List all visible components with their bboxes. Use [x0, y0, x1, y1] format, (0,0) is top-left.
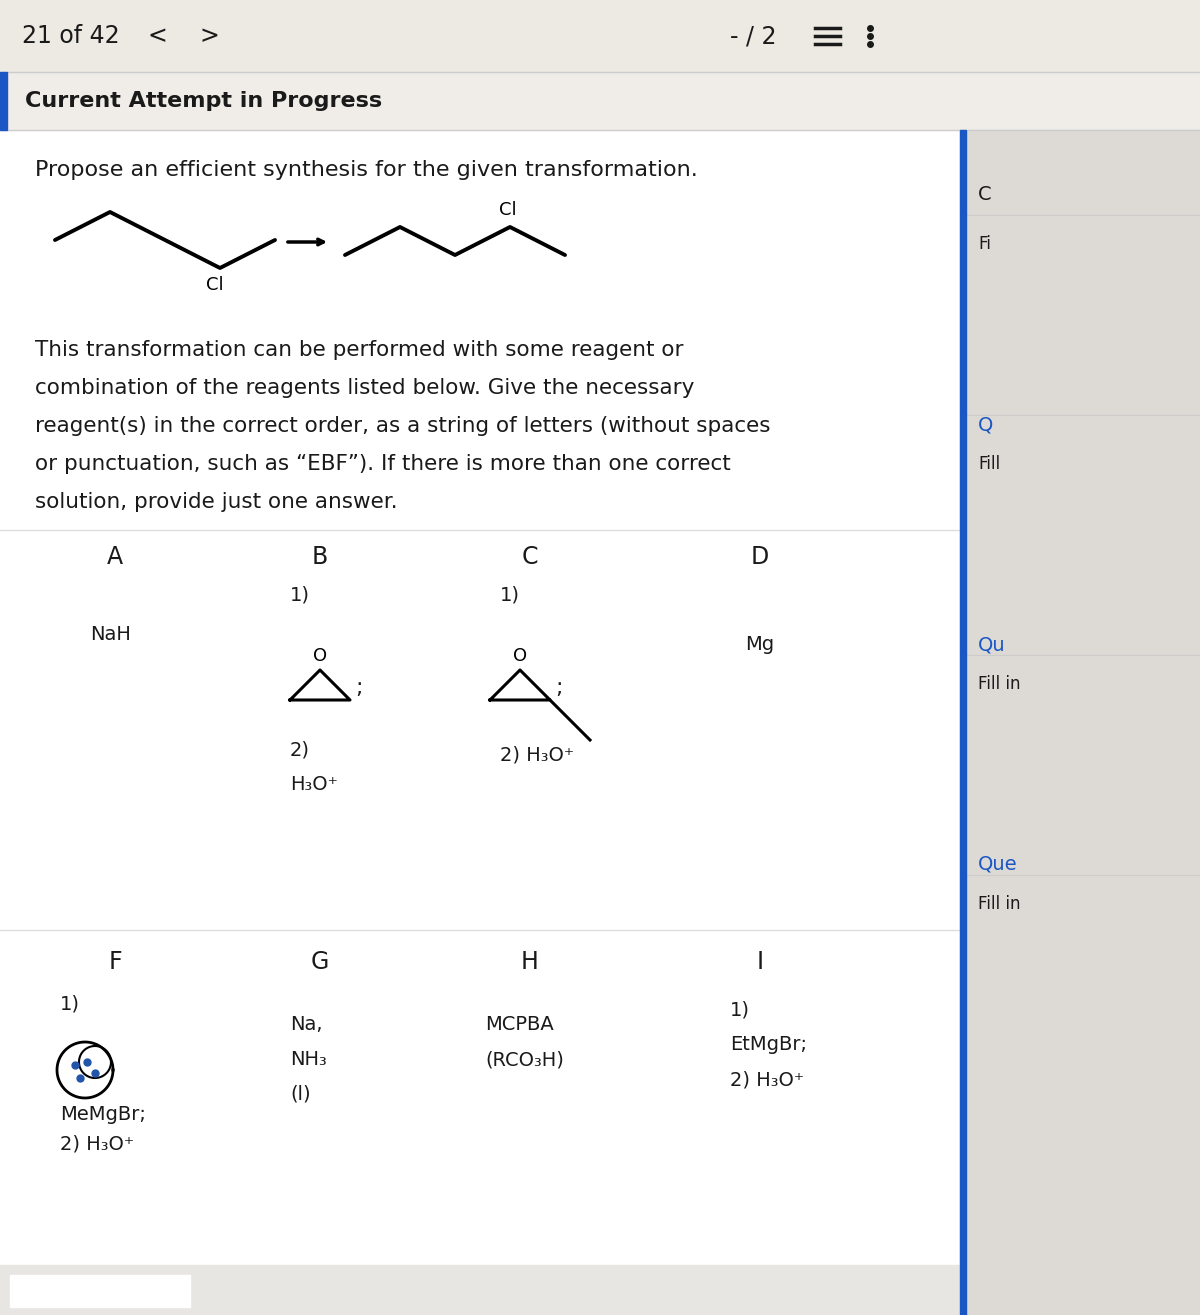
Text: H₃O⁺: H₃O⁺ [290, 775, 338, 794]
Text: ;: ; [355, 679, 362, 698]
Text: Propose an efficient synthesis for the given transformation.: Propose an efficient synthesis for the g… [35, 160, 697, 180]
Text: 2) H₃O⁺: 2) H₃O⁺ [730, 1070, 804, 1089]
Text: 1): 1) [730, 999, 750, 1019]
Text: Fill: Fill [978, 455, 1000, 473]
Text: NaH: NaH [90, 625, 131, 644]
Bar [0, 72, 7, 130]
Text: 1): 1) [500, 585, 520, 604]
Text: This transformation can be performed with some reagent or: This transformation can be performed wit… [35, 341, 684, 360]
Text: - / 2: - / 2 [730, 24, 776, 49]
Text: 2) H₃O⁺: 2) H₃O⁺ [500, 746, 574, 764]
Text: D: D [751, 544, 769, 569]
Bar [0, 130, 960, 1315]
Text: <: < [148, 24, 168, 49]
Text: (l): (l) [290, 1085, 311, 1105]
Text: 1): 1) [290, 585, 310, 604]
Text: Cl: Cl [206, 276, 224, 295]
Text: or punctuation, such as “EBF”). If there is more than one correct: or punctuation, such as “EBF”). If there… [35, 454, 731, 473]
Text: (RCO₃H): (RCO₃H) [485, 1049, 564, 1069]
Text: 1): 1) [60, 995, 80, 1014]
Text: >: > [200, 24, 220, 49]
Text: 2): 2) [290, 740, 310, 759]
Text: F: F [108, 949, 122, 974]
Text: MCPBA: MCPBA [485, 1015, 553, 1034]
Text: MeMgBr;: MeMgBr; [60, 1105, 146, 1124]
Text: solution, provide just one answer.: solution, provide just one answer. [35, 492, 397, 512]
Bar [960, 130, 966, 1315]
Text: EtMgBr;: EtMgBr; [730, 1035, 808, 1055]
Bar [960, 130, 1200, 1315]
Text: 21 of 42: 21 of 42 [22, 24, 120, 49]
Text: O: O [313, 647, 328, 665]
Text: ;: ; [554, 679, 563, 698]
Bar [0, 1265, 960, 1315]
Text: Que: Que [978, 855, 1018, 874]
Text: Mg: Mg [745, 635, 774, 654]
Text: Q: Q [978, 416, 994, 434]
Text: NH₃: NH₃ [290, 1049, 326, 1069]
Text: C: C [522, 544, 539, 569]
Text: Cl: Cl [499, 201, 517, 220]
Text: 2) H₃O⁺: 2) H₃O⁺ [60, 1135, 134, 1155]
Text: Current Attempt in Progress: Current Attempt in Progress [25, 91, 382, 110]
Text: Fi: Fi [978, 235, 991, 252]
Text: O: O [512, 647, 527, 665]
Text: Qu: Qu [978, 635, 1006, 654]
Text: combination of the reagents listed below. Give the necessary: combination of the reagents listed below… [35, 377, 695, 398]
Text: C: C [978, 185, 991, 204]
Text: B: B [312, 544, 328, 569]
Bar [0, 0, 1200, 72]
Text: Fill in: Fill in [978, 675, 1020, 693]
Text: G: G [311, 949, 329, 974]
Bar [10, 1276, 190, 1307]
Bar [0, 72, 1200, 130]
Text: H: H [521, 949, 539, 974]
Text: reagent(s) in the correct order, as a string of letters (without spaces: reagent(s) in the correct order, as a st… [35, 416, 770, 437]
Text: A: A [107, 544, 124, 569]
Text: I: I [756, 949, 763, 974]
Text: Fill in: Fill in [978, 896, 1020, 913]
Text: Na,: Na, [290, 1015, 323, 1034]
